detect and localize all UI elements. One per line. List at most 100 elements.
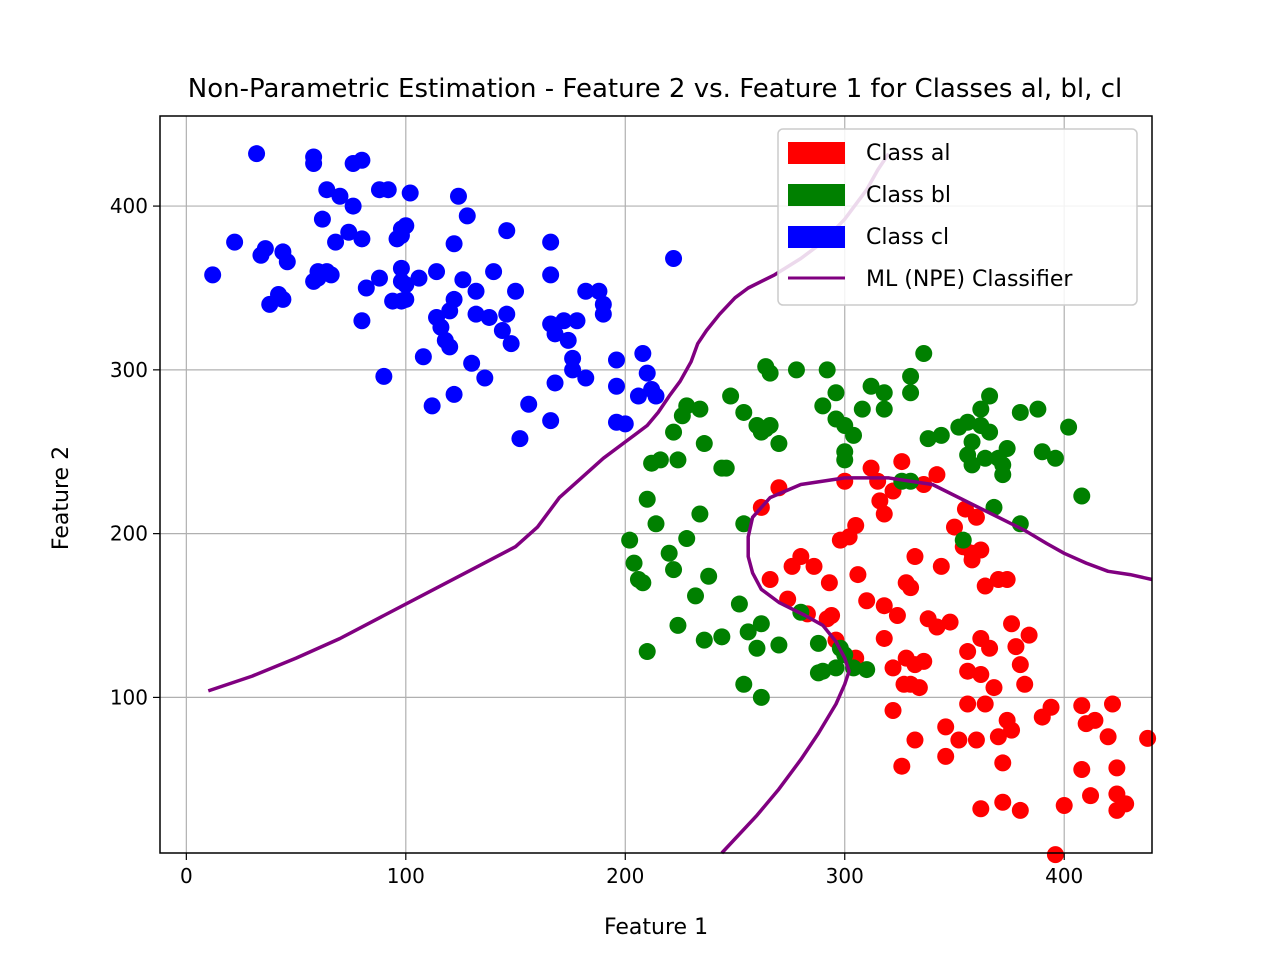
y-tick-label: 100 <box>110 685 148 709</box>
data-point-series-0 <box>1139 729 1157 747</box>
data-point-series-2 <box>397 276 415 294</box>
data-point-series-1 <box>827 384 845 402</box>
data-point-series-1 <box>1046 449 1064 467</box>
data-point-series-2 <box>392 259 410 277</box>
data-point-series-0 <box>915 652 933 670</box>
data-point-series-0 <box>893 757 911 775</box>
data-point-series-1 <box>836 451 854 469</box>
data-point-series-0 <box>888 607 906 625</box>
data-point-series-1 <box>761 417 779 435</box>
data-point-series-1 <box>814 397 832 415</box>
data-point-series-1 <box>621 531 639 549</box>
data-point-series-2 <box>353 230 371 248</box>
data-point-series-0 <box>836 472 854 490</box>
data-point-series-0 <box>937 747 955 765</box>
data-point-series-1 <box>625 554 643 572</box>
data-point-series-2 <box>594 295 612 313</box>
data-point-series-0 <box>985 679 1003 697</box>
data-point-series-0 <box>875 629 893 647</box>
data-point-series-0 <box>928 618 946 636</box>
data-point-series-1 <box>858 661 876 679</box>
data-point-series-2 <box>248 145 266 163</box>
data-point-series-2 <box>616 415 634 433</box>
data-point-series-1 <box>875 384 893 402</box>
data-point-series-0 <box>1011 656 1029 674</box>
data-point-series-0 <box>981 639 999 657</box>
data-point-series-1 <box>634 574 652 592</box>
data-point-series-2 <box>634 344 652 362</box>
data-point-series-2 <box>305 154 323 172</box>
data-point-series-1 <box>735 675 753 693</box>
data-point-series-0 <box>820 574 838 592</box>
data-point-series-0 <box>906 731 924 749</box>
data-point-series-0 <box>884 659 902 677</box>
y-axis-ticks: 100 200 300 400 <box>110 194 160 709</box>
data-point-series-1 <box>959 413 977 431</box>
data-point-series-2 <box>414 348 432 366</box>
data-point-series-0 <box>937 718 955 736</box>
classifier-line-1 <box>720 476 1153 855</box>
data-point-series-2 <box>344 197 362 215</box>
data-point-series-2 <box>520 395 538 413</box>
data-point-series-2 <box>274 290 292 308</box>
data-point-series-1 <box>972 400 990 418</box>
data-point-series-1 <box>695 435 713 453</box>
data-point-series-2 <box>590 282 608 300</box>
data-point-series-0 <box>928 466 946 484</box>
data-point-series-0 <box>959 695 977 713</box>
legend-label-classifier: ML (NPE) Classifier <box>866 267 1073 292</box>
data-point-series-1 <box>770 435 788 453</box>
data-point-series-2 <box>665 249 683 267</box>
data-point-series-1 <box>770 636 788 654</box>
data-point-series-2 <box>577 369 595 387</box>
legend-label-class-al: Class al <box>866 141 950 166</box>
data-point-series-0 <box>849 566 867 584</box>
data-point-series-0 <box>1011 801 1029 819</box>
data-point-series-0 <box>1099 728 1117 746</box>
data-point-series-2 <box>559 331 577 349</box>
data-point-series-1 <box>678 530 696 548</box>
data-point-series-2 <box>384 292 402 310</box>
data-point-series-2 <box>546 374 564 392</box>
data-point-series-2 <box>397 217 415 235</box>
data-point-series-1 <box>1011 515 1029 533</box>
legend-label-class-bl: Class bl <box>866 183 951 208</box>
data-point-series-1 <box>787 361 805 379</box>
data-point-series-2 <box>401 184 419 202</box>
data-point-series-2 <box>458 207 476 225</box>
data-point-series-2 <box>327 233 345 251</box>
data-point-series-1 <box>669 451 687 469</box>
data-points <box>204 145 1157 864</box>
data-point-series-1 <box>752 615 770 633</box>
data-point-series-2 <box>463 354 481 372</box>
data-point-series-0 <box>989 728 1007 746</box>
data-point-series-0 <box>1073 697 1091 715</box>
data-point-series-1 <box>981 423 999 441</box>
data-point-series-0 <box>858 592 876 610</box>
data-point-series-2 <box>577 282 595 300</box>
data-point-series-0 <box>989 570 1007 588</box>
data-point-series-0 <box>1003 615 1021 633</box>
data-point-series-2 <box>502 335 520 353</box>
x-axis-ticks: 0 100 200 300 400 <box>180 853 1083 888</box>
data-point-series-2 <box>375 367 393 385</box>
data-point-series-2 <box>555 312 573 330</box>
data-point-series-2 <box>226 233 244 251</box>
data-point-series-2 <box>318 181 336 199</box>
chart-title: Non-Parametric Estimation - Feature 2 vs… <box>188 74 1122 104</box>
data-point-series-2 <box>261 295 279 313</box>
data-point-series-0 <box>1016 675 1034 693</box>
data-point-series-0 <box>875 505 893 523</box>
data-point-series-2 <box>467 282 485 300</box>
data-point-series-1 <box>678 397 696 415</box>
data-point-series-1 <box>954 531 972 549</box>
data-point-series-1 <box>853 400 871 418</box>
data-point-series-2 <box>340 223 358 241</box>
x-tick-label: 0 <box>180 864 193 888</box>
data-point-series-2 <box>546 325 564 343</box>
data-point-series-0 <box>910 679 928 697</box>
legend-swatch-class-bl <box>788 184 845 206</box>
data-point-series-2 <box>313 210 331 228</box>
data-point-series-0 <box>895 675 913 693</box>
data-point-series-0 <box>1082 787 1100 805</box>
